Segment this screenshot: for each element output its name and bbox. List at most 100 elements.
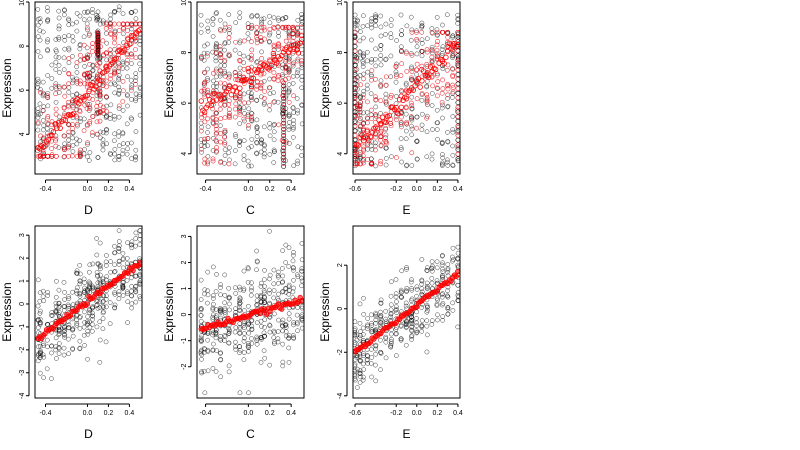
data-point (54, 278, 59, 284)
data-point (424, 154, 430, 160)
data-point (111, 138, 117, 144)
fitted-point (121, 21, 126, 27)
data-point (299, 317, 304, 323)
trend-point (54, 125, 60, 131)
fitted-point (217, 106, 223, 112)
data-point (365, 69, 370, 75)
fitted-point (409, 69, 415, 74)
stacked-point (455, 39, 460, 45)
data-point (133, 230, 139, 236)
data-point (409, 334, 414, 340)
x-tick-label: 0.4 (286, 410, 296, 417)
y-tick-label: -4 (337, 393, 344, 399)
data-point (100, 326, 106, 332)
data-point (272, 311, 277, 317)
fitted-point (434, 72, 440, 78)
data-point (44, 321, 50, 327)
fitted-point (124, 35, 130, 41)
data-point (241, 105, 247, 110)
data-point (37, 355, 43, 361)
data-point (445, 269, 450, 275)
fitted-point (357, 106, 363, 112)
fitted-point (62, 93, 68, 99)
fitted-point (86, 32, 92, 38)
data-point (299, 303, 304, 309)
data-point (389, 279, 394, 285)
fitted-point (210, 115, 216, 121)
data-point (254, 320, 260, 326)
data-point (233, 310, 238, 315)
data-point (103, 339, 109, 345)
trend-point (426, 74, 432, 81)
fitted-point (361, 146, 367, 152)
data-point (393, 331, 399, 337)
data-point (38, 54, 43, 60)
fitted-point (65, 121, 71, 127)
data-point (414, 316, 419, 321)
data-point (137, 67, 142, 72)
data-point (133, 289, 139, 295)
data-point (116, 133, 122, 139)
trend-point (432, 66, 439, 72)
data-point (299, 305, 304, 311)
fitted-point (222, 81, 228, 87)
data-point (369, 355, 375, 360)
data-point (213, 306, 219, 312)
stacked-point (281, 123, 287, 129)
data-point (372, 143, 378, 149)
fitted-point (434, 29, 440, 35)
trend-point (59, 118, 65, 125)
data-point (125, 103, 130, 109)
data-point (254, 139, 259, 145)
data-point (94, 17, 99, 23)
data-point (249, 341, 255, 346)
fitted-point (261, 71, 267, 77)
fitted-point (49, 146, 54, 151)
data-point (129, 301, 135, 307)
data-point (388, 344, 394, 350)
x-tick-label: 0.2 (432, 410, 442, 417)
data-point (66, 122, 72, 128)
stacked-point (353, 58, 358, 63)
fitted-point (275, 44, 281, 49)
data-point (283, 14, 289, 20)
fitted-point (373, 97, 379, 102)
data-point (242, 308, 247, 313)
data-point (226, 82, 232, 88)
data-point (353, 363, 358, 369)
fitted-point (439, 100, 445, 105)
data-point (267, 300, 273, 306)
data-point (267, 152, 273, 157)
data-point (435, 312, 440, 318)
data-point (388, 31, 394, 36)
data-point (202, 346, 208, 352)
data-point (120, 141, 126, 146)
data-point (409, 77, 415, 83)
data-point (399, 268, 405, 274)
data-point (299, 241, 304, 246)
trend-point (374, 125, 381, 132)
data-point (365, 360, 371, 366)
y-tick-label: -3 (19, 370, 26, 376)
data-point (299, 325, 304, 331)
data-point (280, 62, 286, 68)
data-point (248, 55, 254, 61)
data-point (369, 374, 374, 380)
data-point (232, 329, 238, 335)
stacked-point (281, 164, 287, 169)
data-point (254, 258, 260, 264)
trend-point (137, 260, 142, 266)
data-point (57, 331, 62, 337)
trend-point (127, 41, 133, 47)
fitted-point (286, 75, 292, 81)
data-point (227, 145, 232, 151)
fitted-point (237, 58, 243, 64)
fitted-point (388, 92, 394, 98)
data-point (434, 107, 440, 113)
data-point (291, 125, 296, 130)
fitted-point (246, 69, 252, 75)
data-point (424, 268, 430, 273)
data-point (237, 143, 242, 149)
fitted-point (358, 82, 363, 88)
fitted-point (53, 106, 59, 112)
